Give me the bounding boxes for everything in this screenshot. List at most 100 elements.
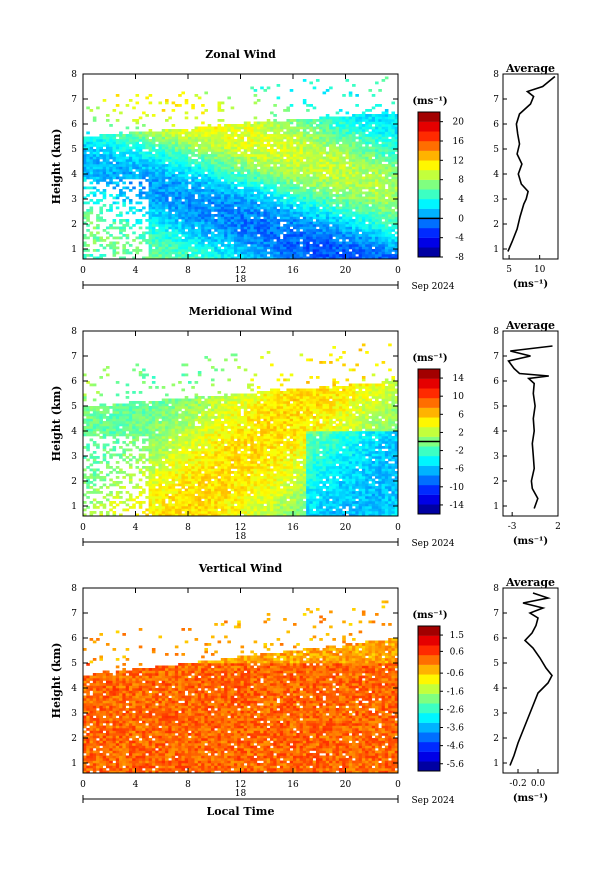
heatmap-cell	[224, 144, 228, 147]
heatmap-cell	[293, 209, 297, 212]
heatmap-cell	[286, 161, 291, 165]
heatmap-cell	[263, 136, 268, 140]
heatmap-cell	[217, 141, 222, 145]
heatmap-cell	[217, 254, 222, 257]
heatmap-cell	[214, 234, 218, 237]
heatmap-cell	[250, 134, 254, 137]
heatmap-cell	[283, 219, 287, 222]
heatmap-cell	[352, 246, 356, 250]
heatmap-cell	[368, 189, 373, 192]
heatmap-cell	[289, 221, 294, 225]
heatmap-cell	[217, 189, 222, 192]
heatmap-cell	[391, 241, 396, 245]
heatmap-cell	[243, 141, 248, 145]
heatmap-cell	[299, 249, 304, 252]
heatmap-cell	[168, 151, 172, 155]
heatmap-cell	[197, 144, 202, 147]
heatmap-cell	[276, 171, 281, 175]
heatmap-cell	[309, 184, 313, 187]
heatmap-cell	[86, 443, 90, 447]
heatmap-cell	[220, 166, 225, 170]
heatmap-cell	[92, 166, 97, 170]
heatmap-cell	[247, 141, 251, 145]
heatmap-cell	[355, 196, 359, 200]
heatmap-cell	[279, 181, 284, 185]
heatmap-cell	[253, 239, 258, 242]
heatmap-cell	[270, 184, 274, 187]
heatmap-cell	[388, 221, 392, 225]
heatmap-cell	[312, 169, 317, 172]
heatmap-cell	[194, 234, 199, 237]
heatmap-cell	[299, 214, 304, 217]
heatmap-cell	[306, 241, 310, 245]
heatmap-cell	[315, 151, 320, 155]
heatmap-cell	[184, 196, 189, 200]
heatmap-cell	[375, 124, 379, 127]
heatmap-cell	[92, 236, 97, 240]
heatmap-cell	[256, 219, 261, 222]
heatmap-cell	[335, 209, 340, 212]
heatmap-cell	[253, 219, 258, 222]
heatmap-cell	[338, 156, 343, 160]
heatmap-cell	[371, 199, 376, 202]
heatmap-cell	[132, 119, 136, 122]
heatmap-cell	[142, 174, 146, 177]
heatmap-cell	[86, 413, 90, 417]
heatmap-cell	[233, 239, 238, 242]
heatmap-cell	[174, 151, 179, 155]
heatmap-cell	[302, 156, 307, 160]
heatmap-cell	[365, 121, 369, 125]
heatmap-cell	[181, 249, 186, 252]
heatmap-cell	[207, 191, 212, 195]
heatmap-cell	[319, 251, 323, 255]
heatmap-cell	[102, 416, 107, 419]
heatmap-cell	[273, 206, 277, 210]
heatmap-cell	[371, 179, 376, 182]
heatmap-cell	[105, 169, 110, 172]
heatmap-cell	[358, 159, 363, 162]
heatmap-cell	[371, 176, 376, 180]
heatmap-cell	[214, 224, 218, 227]
heatmap-cell	[348, 91, 353, 95]
heatmap-cell	[102, 428, 107, 432]
heatmap-cell	[279, 249, 284, 252]
heatmap-cell	[214, 241, 218, 245]
heatmap-cell	[210, 254, 215, 257]
heatmap-cell	[89, 191, 94, 195]
colorbar-segment	[418, 218, 440, 229]
heatmap-cell	[89, 211, 94, 215]
heatmap-cell	[270, 244, 274, 247]
heatmap-cell	[289, 181, 294, 185]
heatmap-cell	[332, 156, 336, 160]
heatmap-cell	[109, 224, 113, 227]
heatmap-cell	[348, 131, 353, 135]
heatmap-cell	[105, 423, 110, 427]
heatmap-cell	[361, 254, 366, 257]
heatmap-cell	[184, 171, 189, 175]
heatmap-cell	[188, 169, 192, 172]
heatmap-cell	[155, 216, 159, 220]
heatmap-cell	[391, 131, 396, 135]
heatmap-cell	[322, 209, 327, 212]
heatmap-cell	[204, 216, 208, 220]
heatmap-cell	[338, 189, 343, 192]
heatmap-cell	[240, 146, 245, 150]
heatmap-cell	[345, 149, 350, 152]
heatmap-cell	[253, 151, 258, 155]
heatmap-cell	[217, 196, 222, 200]
heatmap-cell	[286, 251, 291, 255]
heatmap-cell	[260, 226, 264, 230]
heatmap-cell	[89, 431, 94, 434]
heatmap-cell	[243, 166, 248, 170]
heatmap-cell	[132, 144, 136, 147]
heatmap-cell	[181, 171, 186, 175]
heatmap-cell	[322, 184, 327, 187]
heatmap-cell	[224, 201, 228, 205]
heatmap-cell	[394, 231, 399, 235]
heatmap-cell	[165, 221, 169, 225]
heatmap-cell	[194, 239, 199, 242]
heatmap-cell	[210, 186, 215, 190]
heatmap-cell	[378, 184, 382, 187]
heatmap-cell	[178, 236, 182, 240]
heatmap-cell	[365, 224, 369, 227]
